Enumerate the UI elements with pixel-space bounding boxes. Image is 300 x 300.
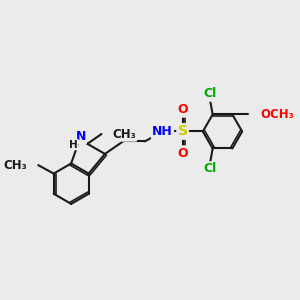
Text: O: O	[177, 147, 188, 160]
Text: CH₃: CH₃	[4, 159, 28, 172]
Text: O: O	[177, 103, 188, 116]
Text: Cl: Cl	[203, 88, 217, 100]
Text: NH: NH	[152, 125, 173, 138]
Text: OCH₃: OCH₃	[260, 108, 294, 121]
Text: Cl: Cl	[203, 163, 217, 176]
Text: S: S	[178, 124, 188, 139]
Text: H: H	[69, 140, 78, 150]
Text: N: N	[76, 130, 86, 143]
Text: CH₃: CH₃	[112, 128, 136, 140]
